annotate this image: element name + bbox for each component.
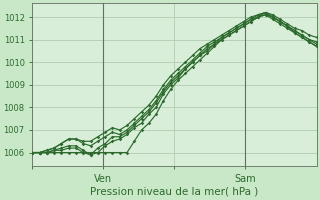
- X-axis label: Pression niveau de la mer( hPa ): Pression niveau de la mer( hPa ): [90, 187, 259, 197]
